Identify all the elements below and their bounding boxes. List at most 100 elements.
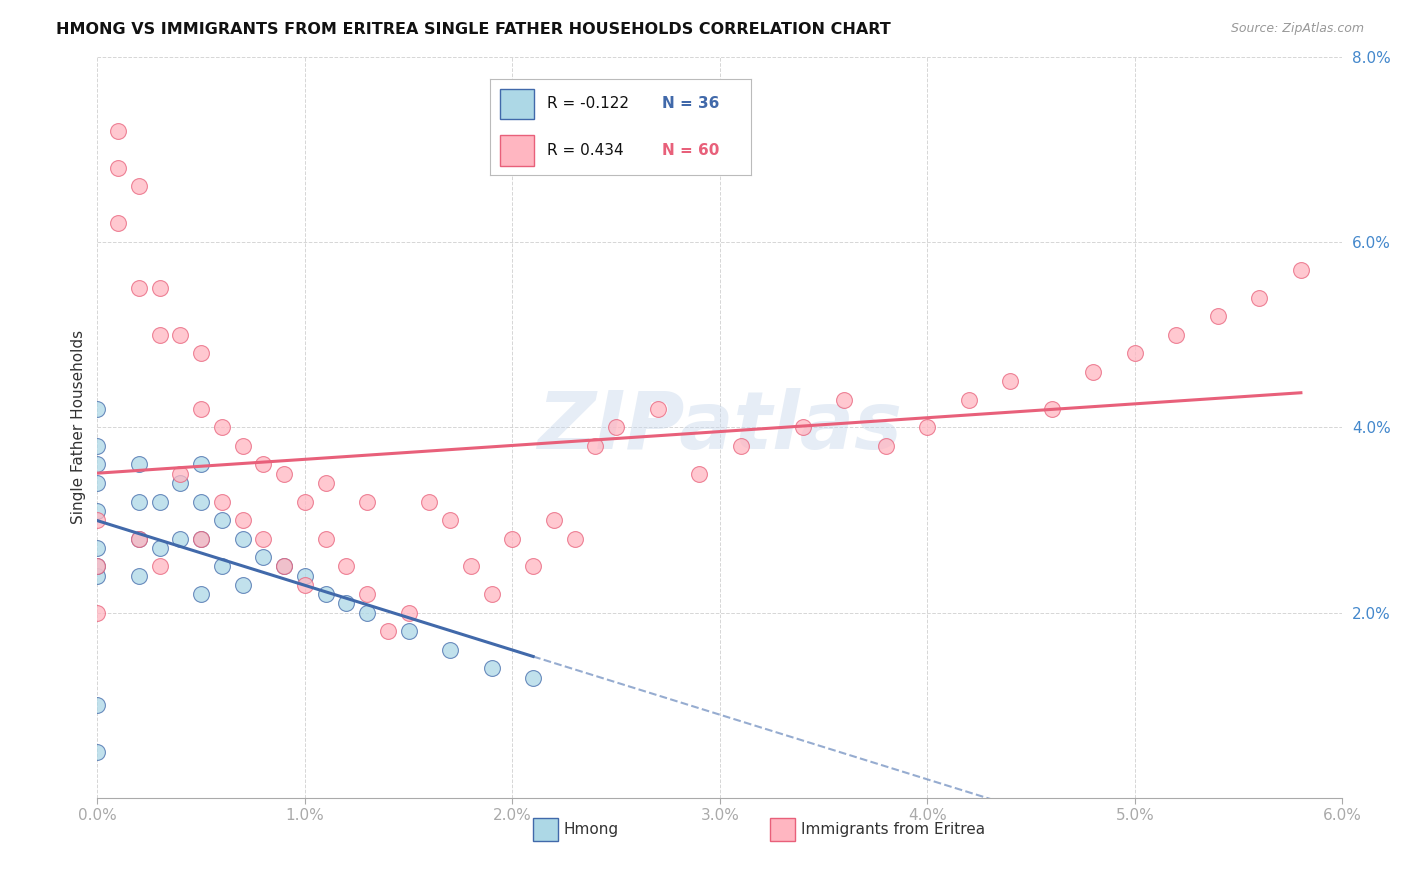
Point	[543, 513, 565, 527]
Point	[190, 458, 212, 472]
Point	[86, 745, 108, 759]
Point	[564, 532, 586, 546]
Point	[1040, 401, 1063, 416]
Point	[86, 541, 108, 555]
Text: HMONG VS IMMIGRANTS FROM ERITREA SINGLE FATHER HOUSEHOLDS CORRELATION CHART: HMONG VS IMMIGRANTS FROM ERITREA SINGLE …	[56, 22, 891, 37]
Point	[232, 513, 254, 527]
Point	[149, 281, 172, 295]
Point	[335, 597, 357, 611]
Point	[398, 624, 420, 639]
Point	[86, 458, 108, 472]
Point	[335, 559, 357, 574]
Point	[647, 401, 669, 416]
Point	[149, 494, 172, 508]
Point	[190, 532, 212, 546]
Point	[169, 532, 191, 546]
Point	[875, 439, 897, 453]
Point	[356, 494, 378, 508]
Point	[1249, 291, 1271, 305]
Point	[1000, 374, 1022, 388]
Point	[252, 550, 274, 565]
Point	[86, 559, 108, 574]
Point	[252, 532, 274, 546]
Point	[522, 559, 544, 574]
Point	[86, 401, 108, 416]
Point	[211, 420, 233, 434]
Point	[294, 578, 316, 592]
Point	[294, 568, 316, 582]
Y-axis label: Single Father Households: Single Father Households	[72, 330, 86, 524]
Point	[730, 439, 752, 453]
Point	[86, 606, 108, 620]
Point	[86, 568, 108, 582]
Point	[128, 532, 150, 546]
Point	[294, 494, 316, 508]
Point	[128, 568, 150, 582]
Point	[86, 559, 108, 574]
Point	[107, 124, 129, 138]
Point	[128, 179, 150, 194]
Point	[605, 420, 627, 434]
Point	[190, 532, 212, 546]
Point	[232, 532, 254, 546]
Point	[211, 494, 233, 508]
Point	[86, 439, 108, 453]
Point	[792, 420, 814, 434]
Point	[86, 504, 108, 518]
Point	[356, 587, 378, 601]
Point	[190, 587, 212, 601]
Text: Source: ZipAtlas.com: Source: ZipAtlas.com	[1230, 22, 1364, 36]
Point	[252, 458, 274, 472]
Point	[86, 698, 108, 713]
Point	[190, 346, 212, 360]
Point	[273, 559, 295, 574]
Point	[356, 606, 378, 620]
Point	[149, 541, 172, 555]
Point	[583, 439, 606, 453]
Point	[149, 559, 172, 574]
Point	[688, 467, 710, 481]
Point	[439, 513, 461, 527]
Point	[1083, 365, 1105, 379]
Point	[86, 513, 108, 527]
Text: ZIPatlas: ZIPatlas	[537, 388, 903, 467]
Point	[418, 494, 440, 508]
Point	[398, 606, 420, 620]
Point	[190, 401, 212, 416]
Point	[917, 420, 939, 434]
Point	[128, 532, 150, 546]
Point	[957, 392, 980, 407]
Point	[1206, 309, 1229, 323]
Point	[377, 624, 399, 639]
Point	[211, 559, 233, 574]
Point	[128, 494, 150, 508]
Point	[460, 559, 482, 574]
Point	[128, 281, 150, 295]
Point	[232, 439, 254, 453]
Point	[1123, 346, 1146, 360]
Text: Hmong: Hmong	[564, 822, 619, 837]
Point	[169, 475, 191, 490]
Point	[481, 661, 503, 675]
Point	[273, 559, 295, 574]
Point	[1289, 262, 1312, 277]
Point	[169, 467, 191, 481]
Point	[169, 327, 191, 342]
Point	[107, 217, 129, 231]
Point	[315, 587, 337, 601]
Point	[522, 671, 544, 685]
Point	[211, 513, 233, 527]
Point	[1166, 327, 1188, 342]
Text: Immigrants from Eritrea: Immigrants from Eritrea	[800, 822, 984, 837]
Point	[501, 532, 523, 546]
Point	[439, 642, 461, 657]
Point	[315, 532, 337, 546]
Point	[149, 327, 172, 342]
Point	[834, 392, 856, 407]
Point	[315, 475, 337, 490]
Point	[128, 458, 150, 472]
Point	[273, 467, 295, 481]
Point	[232, 578, 254, 592]
Point	[190, 494, 212, 508]
Point	[86, 475, 108, 490]
